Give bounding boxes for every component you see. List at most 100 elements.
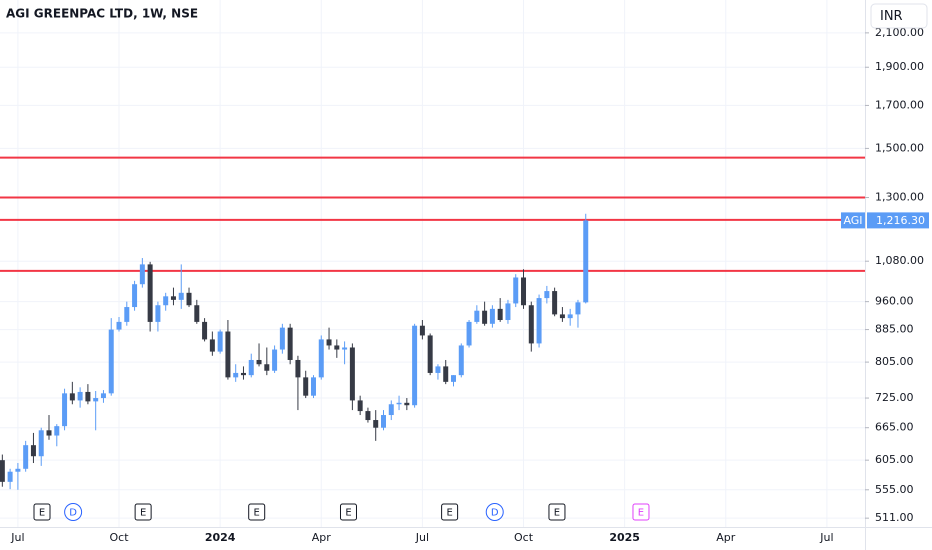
- candle-body: [536, 298, 542, 344]
- x-tick-label: Jul: [819, 531, 833, 544]
- candle-body: [170, 296, 176, 300]
- event-marker[interactable]: [548, 503, 566, 521]
- y-tick-label: 511.00: [875, 511, 914, 524]
- y-tick-label: 1,300.00: [875, 191, 924, 204]
- candle-body: [349, 347, 355, 401]
- candle-body: [334, 345, 340, 350]
- event-label[interactable]: D: [491, 508, 499, 519]
- candle-body: [147, 264, 153, 322]
- candle-body: [427, 335, 433, 373]
- candle-body: [0, 460, 5, 482]
- candle-body: [310, 377, 316, 396]
- candle-body: [404, 402, 410, 406]
- candle-body: [264, 364, 270, 371]
- candle-body: [357, 400, 363, 412]
- event-label[interactable]: E: [554, 508, 560, 519]
- event-label[interactable]: D: [69, 508, 77, 519]
- candle-body: [186, 292, 192, 306]
- y-tick-label: 1,700.00: [875, 98, 924, 111]
- candle-body: [46, 430, 52, 436]
- candle-body: [559, 314, 565, 319]
- candle-body: [505, 303, 511, 321]
- candle-body: [217, 331, 223, 352]
- event-label[interactable]: E: [446, 508, 452, 519]
- y-tick-label: 1,500.00: [875, 141, 924, 154]
- currency-label[interactable]: INR: [880, 9, 903, 24]
- axes: 511.00 555.00 605.00 665.00 725.00 805.00 885.…: [10, 26, 929, 544]
- candle-body: [474, 310, 480, 322]
- candle-body: [489, 308, 495, 324]
- symbol-badge: [841, 212, 865, 229]
- candle-body: [373, 420, 379, 428]
- event-label[interactable]: E: [39, 508, 45, 519]
- y-tick-label: 555.00: [875, 483, 914, 496]
- currency-button[interactable]: [870, 3, 928, 29]
- y-tick-label: 1,080.00: [875, 254, 924, 267]
- candle-body: [233, 372, 239, 378]
- event-marker[interactable]: [339, 503, 357, 521]
- y-tick-label: 2,100.00: [875, 26, 924, 39]
- x-tick-label: Apr: [716, 531, 736, 544]
- candle-body: [295, 359, 301, 378]
- candle-body: [62, 393, 68, 427]
- candle-body: [256, 359, 262, 365]
- event-marker[interactable]: [248, 503, 266, 521]
- x-tick-label: Jul: [10, 531, 24, 544]
- event-marker[interactable]: [441, 503, 459, 521]
- event-marker[interactable]: [64, 503, 83, 521]
- y-tick-label: 725.00: [875, 391, 914, 404]
- candle-body: [326, 339, 332, 346]
- x-tick-label: Jul: [415, 531, 429, 544]
- chart-title: AGI GREENPAC LTD, 1W, NSE: [6, 7, 198, 21]
- event-marker[interactable]: [632, 503, 650, 521]
- event-label[interactable]: E: [345, 508, 351, 519]
- candle-body: [15, 468, 21, 472]
- candle-body: [567, 314, 573, 319]
- candle-body: [23, 445, 29, 469]
- x-tick-label: 2024: [205, 531, 236, 544]
- candle-body: [202, 321, 208, 340]
- candle-body: [93, 398, 99, 402]
- candle-body: [209, 339, 215, 352]
- candle-body: [178, 292, 184, 300]
- event-marker[interactable]: [33, 503, 51, 521]
- candle-body: [272, 349, 278, 371]
- candle-body: [38, 430, 44, 457]
- event-marker[interactable]: [485, 503, 504, 521]
- candle-body: [466, 321, 472, 346]
- event-label[interactable]: E: [140, 508, 146, 519]
- candle-body: [225, 331, 231, 378]
- price-badge: [867, 212, 929, 229]
- x-tick-label: Oct: [109, 531, 129, 544]
- y-tick-label: 665.00: [875, 421, 914, 434]
- candle-body: [388, 404, 394, 416]
- candle-body: [583, 220, 589, 303]
- candle-body: [528, 305, 534, 344]
- candle-body: [194, 305, 200, 322]
- x-tick-label: 2025: [609, 531, 640, 544]
- candle-body: [287, 327, 293, 360]
- candle-body: [77, 391, 83, 401]
- candle-body: [575, 302, 581, 315]
- candle-body: [279, 327, 285, 350]
- candle-body: [318, 339, 324, 378]
- y-tick-label: 885.00: [875, 323, 914, 336]
- event-label[interactable]: E: [254, 508, 260, 519]
- candle-body: [482, 310, 488, 324]
- candle-body: [85, 391, 91, 402]
- candle-body: [497, 308, 503, 321]
- event-label[interactable]: E: [638, 508, 644, 519]
- candle-body: [419, 325, 425, 336]
- x-tick-label: Oct: [514, 531, 534, 544]
- price-label: 1,216.30: [876, 214, 925, 227]
- candle-body: [248, 359, 254, 376]
- candle-body: [30, 445, 36, 457]
- candle-body: [365, 411, 371, 421]
- y-tick-label: 805.00: [875, 355, 914, 368]
- event-marker[interactable]: [134, 503, 152, 521]
- candle-body: [240, 372, 246, 376]
- candle-body: [513, 277, 519, 304]
- candle-body: [412, 325, 418, 406]
